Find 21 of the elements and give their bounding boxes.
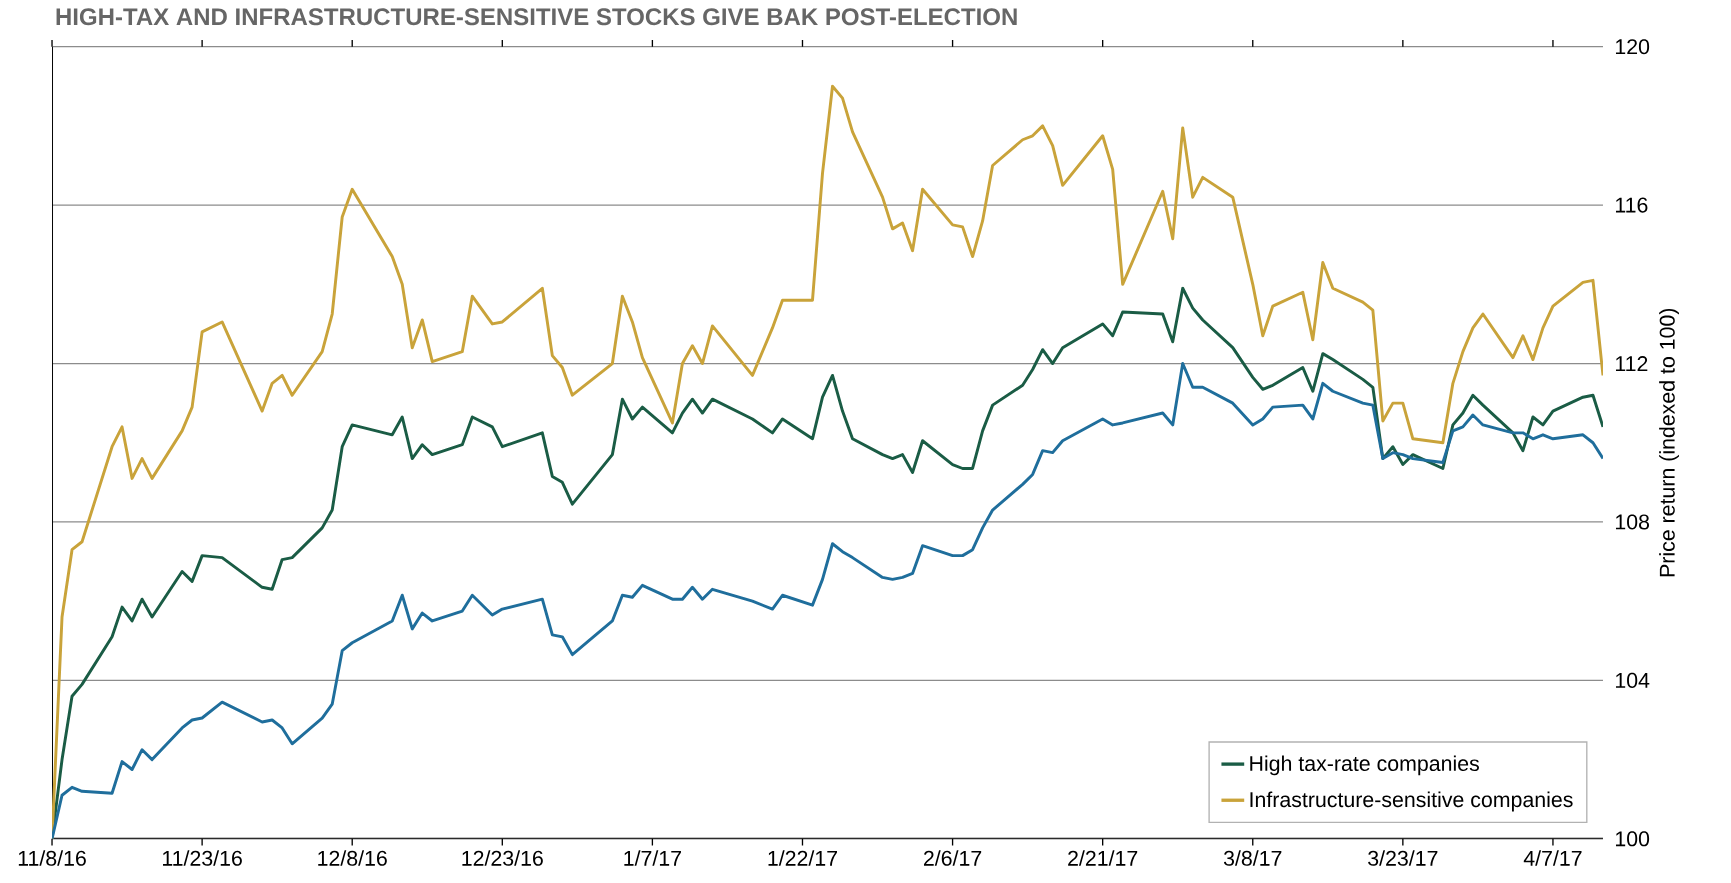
y-tick-label: 104 [1615,672,1650,689]
x-tick-label: 2/6/17 [923,850,982,866]
y-tick-label: 100 [1615,831,1650,847]
x-tick-label: 1/7/17 [624,850,681,866]
x-tick-label: 3/8/17 [1223,850,1282,866]
y-tick-label: 112 [1615,356,1648,372]
y-tick-label: 120 [1615,39,1650,55]
x-tick-label: 2/21/17 [1068,850,1138,866]
y-tick-label: 116 [1615,197,1648,213]
x-tick-label: 3/23/17 [1368,850,1438,866]
legend-label: High tax-rate companies [1250,755,1479,776]
x-tick-label: 1/22/17 [768,850,837,866]
legend-label: Infrastructure-sensitive companies [1250,791,1573,812]
x-tick-label: 4/7/17 [1523,850,1582,866]
x-tick-label: 12/23/16 [462,850,543,866]
x-tick-label: 12/8/16 [318,850,387,866]
y-axis-title: Price return (indexed to 100) [1659,309,1679,577]
chart-title: HIGH-TAX AND INFRASTRUCTURE-SENSITIVE STOCKS GIVE BAK POST-ELECTION [56,8,1017,26]
x-tick-label: 11/8/16 [18,850,86,866]
y-tick-label: 108 [1615,514,1650,530]
x-tick-label: 11/23/16 [163,850,242,866]
